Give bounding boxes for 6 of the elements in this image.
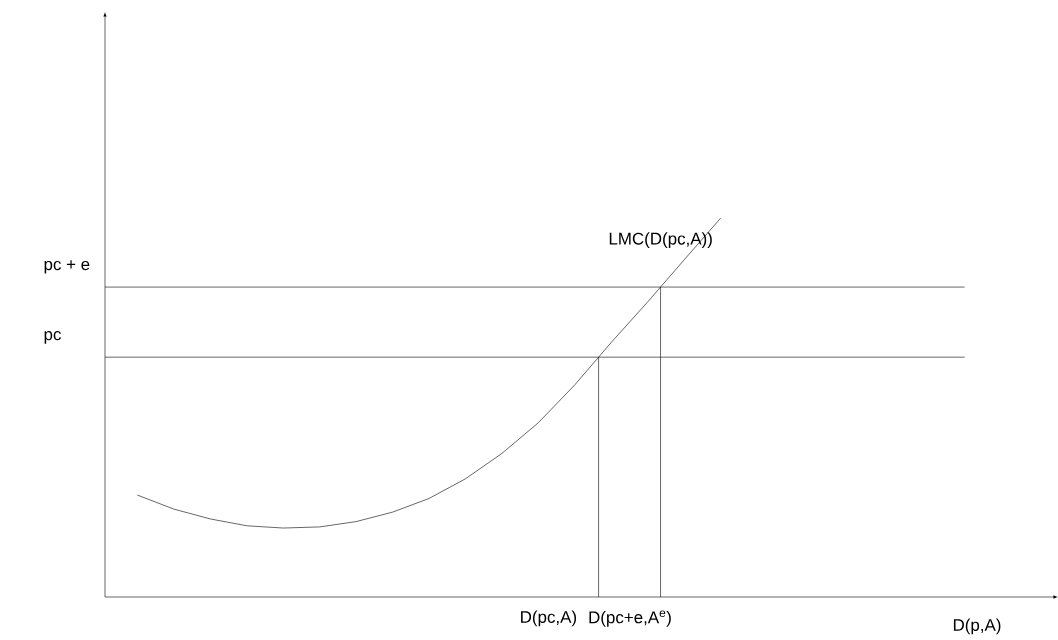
text: D(pc+e,A$^{e}$) (589, 610, 671, 627)
ref-line-label: pc (44, 331, 61, 344)
ref-line-label: pc + e (44, 260, 90, 274)
text: D(p,A) (953, 618, 1001, 635)
text: D(pc,A) (521, 610, 577, 627)
series-label: LMC(D(pc,A)) (609, 232, 712, 249)
